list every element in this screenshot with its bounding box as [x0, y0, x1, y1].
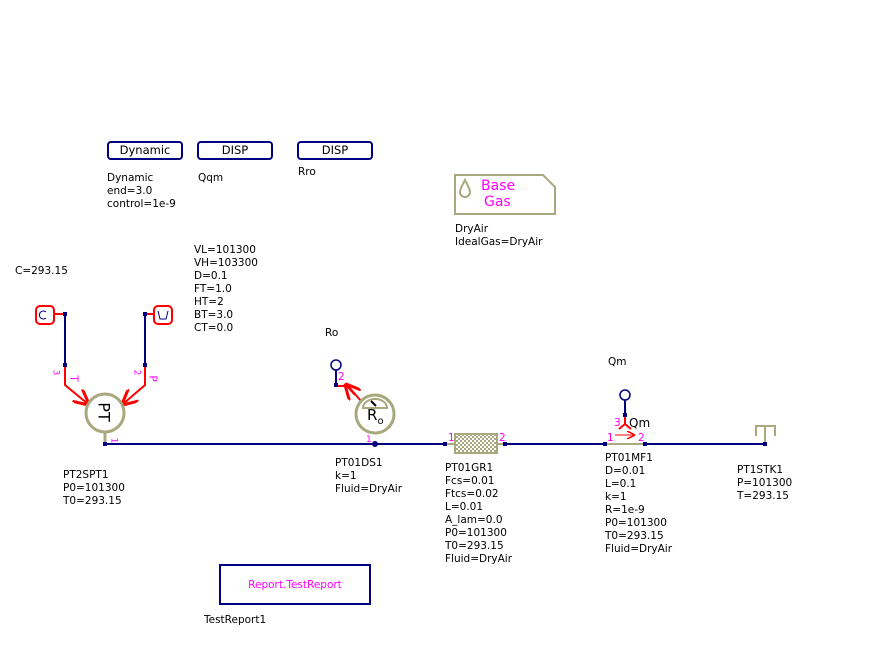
ds-params: PT01DS1 k=1 Fluid=DryAir [335, 457, 403, 495]
stack-component[interactable] [755, 425, 776, 444]
drop-icon [458, 177, 472, 198]
pin-label: 1 [607, 432, 614, 444]
pin-label: 1 [448, 432, 455, 444]
pt-symbol: PT [94, 402, 114, 422]
mf-params: PT01MF1 D=0.01 L=0.1 k=1 R=1e-9 P0=101300 T0=2… [605, 452, 673, 555]
disp-rro-label: Rro [298, 166, 316, 178]
test-report-block[interactable] [219, 564, 371, 605]
ds-top-label: Ro [325, 327, 339, 339]
pin-label: 2 [338, 371, 345, 383]
qm-label: Qm [629, 416, 651, 430]
pin-label: 2 [131, 369, 142, 376]
pin-label: 1 [108, 437, 119, 444]
disp-qqm-label: Qqm [198, 172, 224, 184]
report-label: Report.TestReport [248, 579, 342, 591]
base-gas-params: DryAir IdealGas=DryAir [455, 223, 543, 248]
gravel-resistance-component[interactable] [454, 433, 498, 454]
pin-label: 1 [366, 435, 372, 445]
gr-params: PT01GR1 Fcs=0.01 Ftcs=0.02 L=0.01 A_lam=0.0 P… [445, 462, 513, 565]
disp-rro-button[interactable]: DISP [297, 141, 373, 160]
disp-qqm-button[interactable]: DISP [197, 141, 273, 160]
stk-params: PT1STK1 P=101300 T=293.15 [737, 464, 793, 502]
pt2spt-params: PT2SPT1 P0=101300 T0=293.15 [63, 469, 125, 507]
report-name: TestReport1 [204, 614, 267, 626]
ro-display-connector[interactable] [330, 359, 342, 371]
pulse-params: VL=101300 VH=103300 D=0.1 FT=1.0 HT=2 BT=3.0 C… [194, 244, 258, 334]
qm-display-connector[interactable] [619, 389, 631, 401]
dynamic-params: Dynamic end=3.0 control=1e-9 [107, 172, 176, 210]
pin-label: 3 [614, 417, 621, 429]
base-gas-title: Base Gas [481, 178, 516, 210]
pin-label: 2 [638, 432, 645, 444]
pin-label: 2 [499, 432, 506, 444]
pin-label: P [146, 375, 159, 382]
base-gas-block[interactable] [454, 174, 556, 215]
pulse-source-block[interactable] [153, 305, 173, 325]
pin-label: T [67, 375, 80, 382]
pin-label: 3 [50, 369, 61, 376]
dynamic-button[interactable]: Dynamic [107, 141, 183, 160]
ro-symbol: Ro [367, 406, 384, 427]
constant-c-label: C=293.15 [15, 265, 68, 277]
mf-top-label: Qm [608, 356, 627, 368]
